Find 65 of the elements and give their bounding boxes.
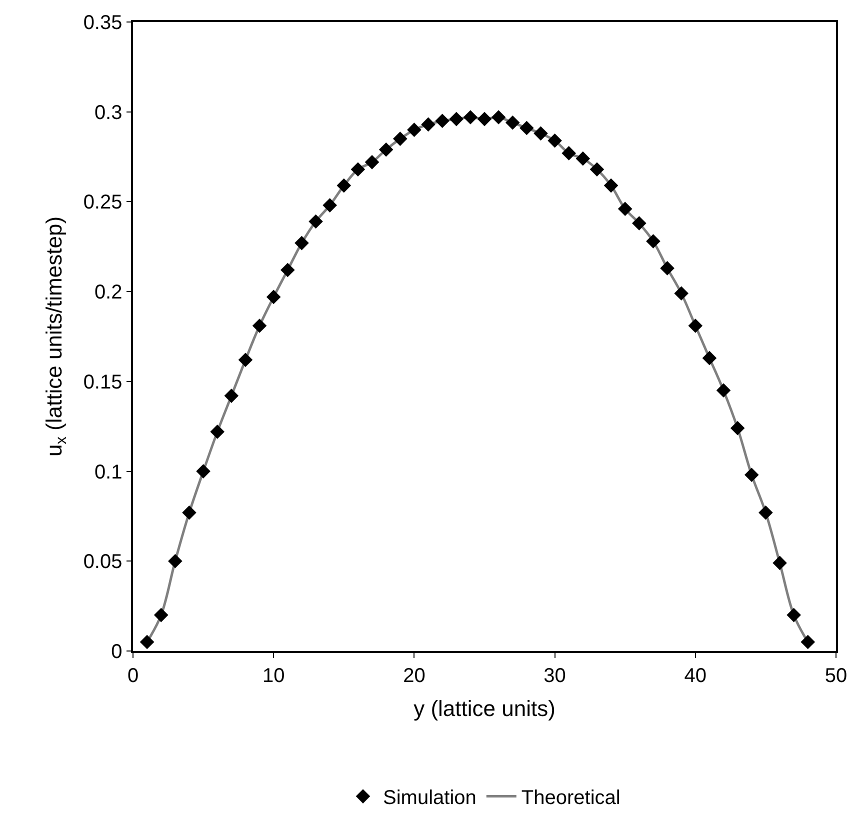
point <box>224 388 239 403</box>
point <box>800 634 816 650</box>
point <box>562 146 576 160</box>
y-tick-label: 0.35 <box>83 12 122 34</box>
point <box>730 421 745 436</box>
point <box>336 178 352 193</box>
point <box>154 608 168 622</box>
point <box>660 261 674 276</box>
point <box>140 634 154 650</box>
point <box>182 505 196 520</box>
point <box>772 556 787 570</box>
point <box>477 112 492 126</box>
x-tick-label: 20 <box>403 664 426 687</box>
point <box>534 126 548 141</box>
point <box>618 202 632 216</box>
point <box>378 142 394 157</box>
point <box>674 286 688 301</box>
point <box>322 198 337 212</box>
y-tick-label: 0.1 <box>94 461 122 484</box>
point <box>392 132 408 146</box>
point <box>266 290 281 304</box>
point <box>590 162 604 177</box>
x-tick-label: 10 <box>262 664 285 687</box>
point <box>407 122 422 137</box>
point <box>702 350 717 366</box>
point <box>421 117 436 132</box>
y-tick-label: 0.2 <box>94 282 122 304</box>
point <box>280 262 295 278</box>
legend-label: Simulation <box>383 787 476 810</box>
point <box>294 236 309 250</box>
point <box>308 214 323 229</box>
point <box>744 468 759 482</box>
point <box>758 505 773 520</box>
point <box>238 352 253 368</box>
x-tick-label: 50 <box>824 664 848 687</box>
y-tick-label: 0.25 <box>83 192 122 214</box>
legend-label: Theoretical <box>521 787 620 810</box>
point <box>435 114 450 128</box>
point <box>491 110 506 124</box>
x-tick-label: 30 <box>544 664 566 687</box>
point <box>688 318 703 333</box>
point <box>548 133 562 148</box>
point <box>168 554 182 568</box>
point <box>520 120 534 136</box>
point <box>210 424 225 439</box>
point <box>716 383 731 398</box>
y-tick-label: 0.15 <box>83 371 122 394</box>
point <box>364 155 380 170</box>
x-tick-label: 0 <box>127 664 139 687</box>
point <box>196 464 210 478</box>
point <box>252 318 267 333</box>
y-tick-label: 0.3 <box>94 102 122 124</box>
point <box>449 112 464 126</box>
point <box>786 608 801 622</box>
point <box>463 110 478 124</box>
point <box>604 178 618 193</box>
point <box>350 162 366 177</box>
point <box>576 151 590 166</box>
point <box>646 234 660 248</box>
y-tick-label: 0.05 <box>83 551 122 574</box>
x-axis-title: y (lattice units) <box>414 696 556 722</box>
x-tick-label: 40 <box>684 664 707 687</box>
point <box>505 115 520 130</box>
y-tick-label: 0 <box>111 641 122 663</box>
point <box>632 216 646 230</box>
